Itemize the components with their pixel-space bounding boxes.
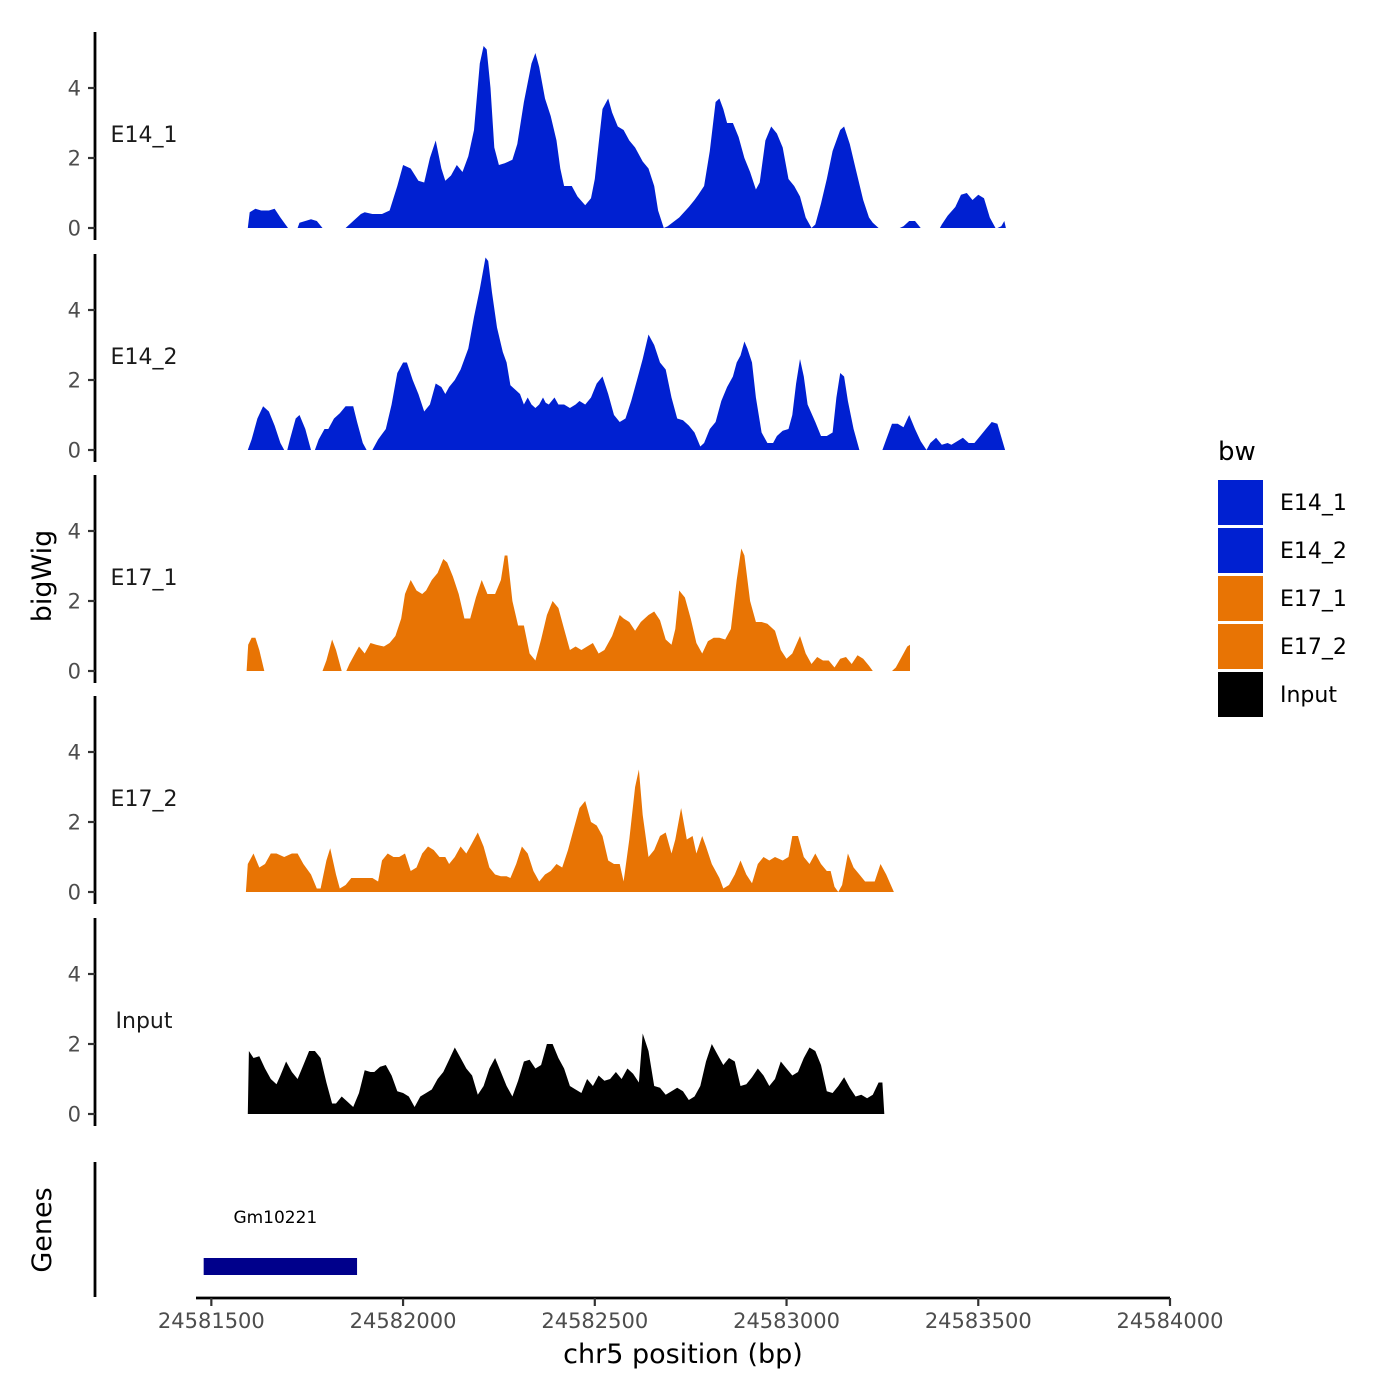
track-e14-1: 0 2 4 E14_1: [68, 32, 1006, 241]
y-tick-label: 4: [68, 299, 81, 323]
y-tick-label: 2: [68, 369, 81, 393]
track-e17-2: 0 2 4 E17_2: [68, 696, 894, 905]
legend: bw E14_1 E14_2 E17_1 E17_2 Input: [1218, 437, 1347, 717]
coverage-area: [997, 221, 1006, 228]
track-e17-1: 0 2 4 E17_1: [68, 475, 910, 684]
gene-label: Gm10221: [233, 1208, 317, 1228]
gene-body: [203, 1258, 358, 1275]
y-tick-label: 4: [68, 741, 81, 765]
y-tick-label: 4: [68, 520, 81, 544]
coverage-area: [246, 637, 265, 671]
y-tick-label: 2: [68, 590, 81, 614]
coverage-area: [314, 406, 367, 450]
track-label: E17_1: [111, 566, 178, 591]
coverage-area: [372, 257, 860, 450]
legend-label: E17_1: [1280, 587, 1347, 612]
x-tick-label: 24583500: [925, 1309, 1032, 1333]
coverage-area: [245, 769, 894, 892]
track-input: 0 2 4 Input: [68, 918, 885, 1127]
y-tick-label: 0: [68, 881, 81, 905]
coverage-area: [346, 548, 873, 671]
legend-swatch: [1218, 672, 1263, 717]
x-tick-label: 24584000: [1117, 1309, 1224, 1333]
track-e14-2: 0 2 4 E14_2: [68, 254, 1006, 463]
track-label: Input: [116, 1009, 173, 1034]
coverage-area: [247, 1033, 885, 1114]
coverage-area: [939, 193, 996, 228]
track-label: E17_2: [111, 787, 178, 812]
legend-swatch: [1218, 528, 1263, 573]
legend-label: E14_2: [1280, 539, 1347, 564]
coverage-area: [899, 221, 921, 228]
legend-title: bw: [1218, 437, 1256, 467]
x-axis: 24581500 24582000 24582500 24583000 24583500…: [158, 1296, 1224, 1333]
track-label: E14_2: [111, 345, 178, 370]
x-axis-title: chr5 position (bp): [563, 1339, 803, 1370]
legend-label: E14_1: [1280, 491, 1347, 516]
legend-swatch: [1218, 480, 1263, 525]
x-tick-label: 24581500: [158, 1309, 265, 1333]
y-axis-title: bigWig: [27, 530, 58, 623]
y-tick-label: 2: [68, 1033, 81, 1057]
legend-label: Input: [1280, 683, 1337, 708]
y-tick-label: 2: [68, 147, 81, 171]
y-tick-label: 0: [68, 1103, 81, 1127]
coverage-area: [247, 406, 285, 450]
x-tick-label: 24582500: [541, 1309, 648, 1333]
x-tick-label: 24582000: [350, 1309, 457, 1333]
coverage-area: [247, 208, 288, 228]
y-tick-label: 0: [68, 217, 81, 241]
genes-panel-title: Genes: [27, 1187, 58, 1272]
coverage-tracks: 0 2 4 E14_1 0 2 4 E14_2 0 2 4 E17_1 0 2 4 E17_2 0 2 4 Input: [68, 32, 1006, 1127]
y-tick-label: 2: [68, 811, 81, 835]
y-tick-label: 0: [68, 439, 81, 463]
y-tick-label: 4: [68, 77, 81, 101]
coverage-area: [345, 46, 879, 228]
x-tick-label: 24583000: [733, 1309, 840, 1333]
legend-swatch: [1218, 576, 1263, 621]
coverage-area: [322, 639, 342, 671]
legend-label: E17_2: [1280, 635, 1347, 660]
legend-swatch: [1218, 624, 1263, 669]
y-tick-label: 0: [68, 660, 81, 684]
coverage-area: [882, 415, 1006, 450]
coverage-area: [287, 415, 311, 450]
coverage-area: [892, 644, 910, 671]
track-label: E14_1: [111, 123, 178, 148]
coverage-area: [297, 219, 323, 228]
genes-panel: Gm10221: [93, 1162, 358, 1297]
y-tick-label: 4: [68, 963, 81, 987]
